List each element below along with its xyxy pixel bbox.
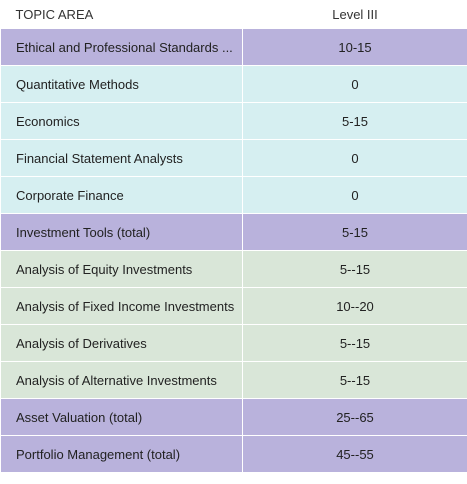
table-row: Analysis of Alternative Investments 5--1… [0, 361, 467, 399]
topic-cell: Ethical and Professional Standards ... [0, 28, 243, 66]
table-row: Portfolio Management (total) 45--55 [0, 435, 467, 473]
level-cell: 5--15 [242, 324, 467, 362]
table-row: Ethical and Professional Standards ... 1… [0, 28, 467, 66]
topic-cell: Corporate Finance [0, 176, 243, 214]
topic-weights-table: TOPIC AREA Level III Ethical and Profess… [0, 0, 467, 473]
table-row: Analysis of Equity Investments 5--15 [0, 250, 467, 288]
table-row: Asset Valuation (total) 25--65 [0, 398, 467, 436]
level-cell: 0 [242, 139, 467, 177]
level-cell: 5--15 [242, 250, 467, 288]
topic-cell: Portfolio Management (total) [0, 435, 243, 473]
level-cell: 10--20 [242, 287, 467, 325]
topic-cell: Analysis of Derivatives [0, 324, 243, 362]
level-cell: 0 [242, 65, 467, 103]
table-row: Analysis of Fixed Income Investments 10-… [0, 287, 467, 325]
level-cell: 5-15 [242, 102, 467, 140]
topic-cell: Analysis of Fixed Income Investments [0, 287, 243, 325]
topic-cell: Quantitative Methods [0, 65, 243, 103]
level-cell: 5--15 [242, 361, 467, 399]
topic-cell: Analysis of Alternative Investments [0, 361, 243, 399]
table-row: Corporate Finance 0 [0, 176, 467, 214]
level-cell: 0 [242, 176, 467, 214]
level-cell: 10-15 [242, 28, 467, 66]
topic-area-header: TOPIC AREA [0, 0, 243, 29]
table-row: Economics 5-15 [0, 102, 467, 140]
topic-cell: Asset Valuation (total) [0, 398, 243, 436]
table-row: Investment Tools (total) 5-15 [0, 213, 467, 251]
table-row: Quantitative Methods 0 [0, 65, 467, 103]
table-header-row: TOPIC AREA Level III [0, 0, 467, 29]
topic-cell: Economics [0, 102, 243, 140]
table-row: Analysis of Derivatives 5--15 [0, 324, 467, 362]
topic-cell: Financial Statement Analysts [0, 139, 243, 177]
level-header: Level III [242, 0, 467, 29]
level-cell: 5-15 [242, 213, 467, 251]
topic-cell: Analysis of Equity Investments [0, 250, 243, 288]
table-row: Financial Statement Analysts 0 [0, 139, 467, 177]
level-cell: 45--55 [242, 435, 467, 473]
level-cell: 25--65 [242, 398, 467, 436]
topic-cell: Investment Tools (total) [0, 213, 243, 251]
